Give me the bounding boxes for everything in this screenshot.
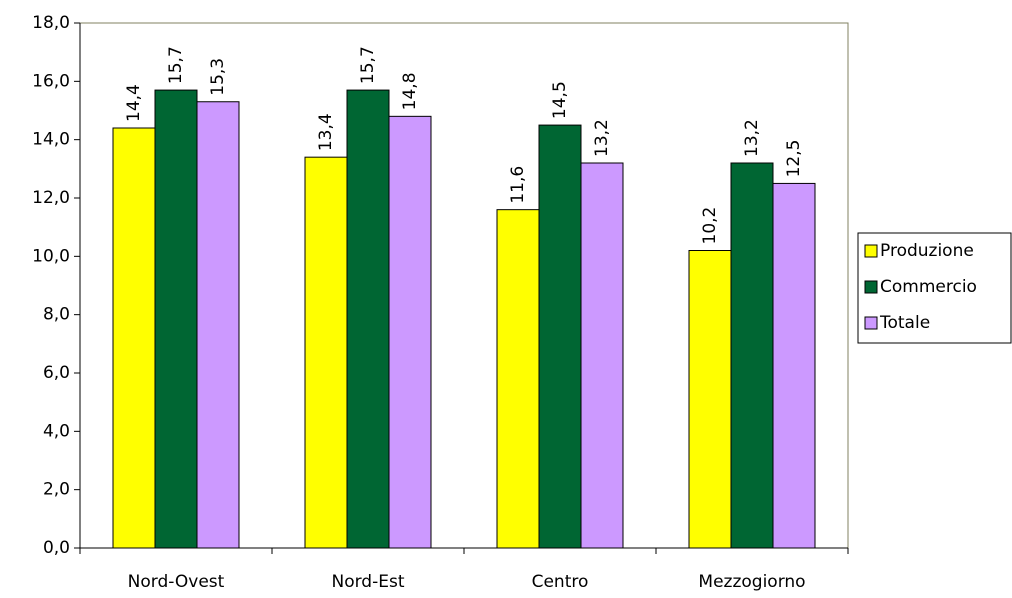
value-label: 13,2 (592, 119, 612, 157)
legend-swatch (864, 244, 878, 258)
x-tick-label: Mezzogiorno (698, 572, 805, 592)
y-tick-label: 2,0 (43, 480, 70, 500)
y-tick-label: 18,0 (32, 13, 70, 33)
x-tick-label: Nord-Ovest (128, 572, 225, 592)
bar (580, 162, 624, 549)
value-label: 10,2 (700, 207, 720, 245)
legend-label: Totale (879, 313, 930, 333)
bar (196, 101, 240, 549)
bar (112, 127, 156, 549)
y-tick-label: 16,0 (32, 71, 70, 91)
y-tick-label: 4,0 (43, 421, 70, 441)
value-label: 13,2 (742, 119, 762, 157)
value-label: 15,7 (358, 46, 378, 84)
value-label: 14,4 (124, 84, 144, 122)
x-tick-label: Centro (532, 572, 589, 592)
legend-label: Produzione (880, 241, 974, 261)
y-tick-label: 8,0 (43, 305, 70, 325)
y-tick-label: 10,0 (32, 246, 70, 266)
y-tick-label: 0,0 (43, 538, 70, 558)
bar (496, 209, 540, 549)
value-label: 12,5 (784, 140, 804, 178)
bar (346, 89, 390, 549)
value-label: 13,4 (316, 113, 336, 151)
bar (388, 115, 432, 549)
bar (538, 124, 582, 549)
value-label: 14,5 (550, 81, 570, 119)
bar (772, 182, 816, 549)
value-label: 11,6 (508, 166, 528, 204)
y-tick-label: 14,0 (32, 130, 70, 150)
y-tick-label: 6,0 (43, 363, 70, 383)
x-tick-label: Nord-Est (332, 572, 405, 592)
bar (730, 162, 774, 549)
value-label: 15,7 (166, 46, 186, 84)
legend-swatch (864, 280, 878, 294)
legend-swatch (864, 316, 878, 330)
legend-label: Commercio (880, 277, 977, 297)
bar (154, 89, 198, 549)
bar (304, 156, 348, 549)
legend-box (857, 232, 1012, 344)
value-label: 15,3 (208, 58, 228, 96)
value-label: 14,8 (400, 72, 420, 110)
y-tick-label: 12,0 (32, 188, 70, 208)
bar (688, 250, 732, 549)
